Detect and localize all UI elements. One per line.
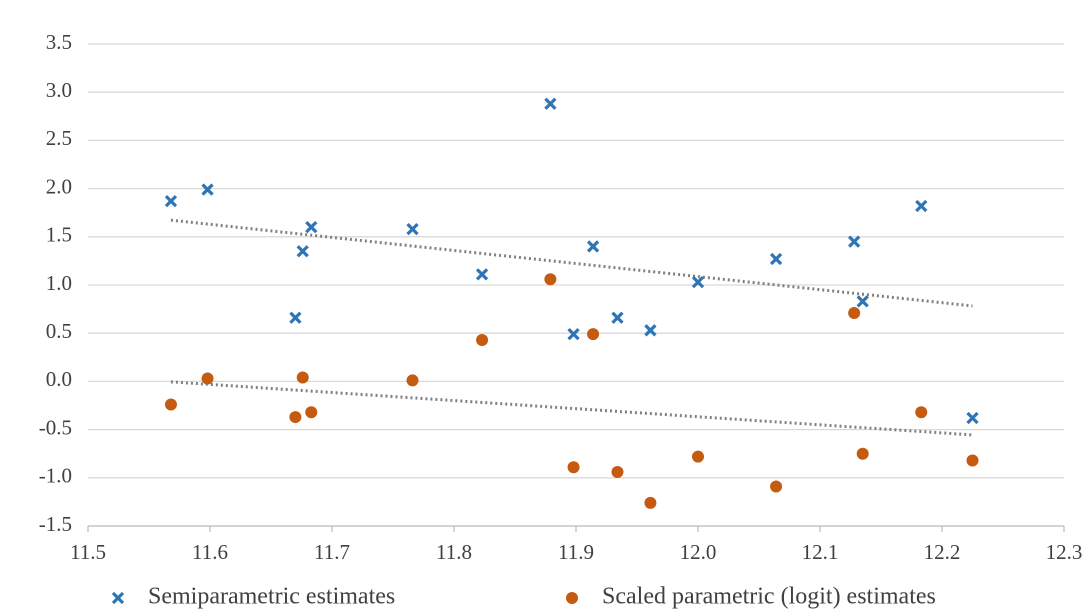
legend-label: Semiparametric estimates [148, 584, 395, 610]
legend-label: Scaled parametric (logit) estimates [602, 584, 936, 610]
legend-marker [111, 591, 125, 605]
y-tick-label: -1.0 [39, 464, 72, 488]
point [915, 406, 928, 419]
point [305, 221, 318, 234]
point [848, 306, 861, 319]
point [770, 480, 783, 493]
y-tick-label: -0.5 [39, 415, 72, 439]
point [644, 496, 657, 509]
point [201, 183, 214, 196]
x-tick-label: 11.6 [192, 540, 228, 564]
x-tick-label: 12.1 [802, 540, 839, 564]
y-tick-label: 1.0 [46, 271, 72, 295]
point [289, 411, 302, 424]
y-tick-label: 2.5 [46, 126, 72, 150]
point [856, 447, 869, 460]
point [966, 454, 979, 467]
point [305, 406, 318, 419]
y-tick-label: 2.0 [46, 174, 72, 198]
point [567, 461, 580, 474]
point [296, 371, 309, 384]
legend-marker [566, 592, 578, 604]
point [692, 450, 704, 463]
point [296, 245, 309, 258]
point [691, 275, 705, 289]
point [406, 222, 419, 236]
point [915, 199, 928, 213]
x-tick-label: 11.9 [558, 540, 594, 564]
point [856, 295, 869, 308]
x-tick-label: 11.5 [70, 540, 106, 564]
point [164, 398, 177, 411]
point [644, 324, 657, 337]
point [611, 466, 624, 479]
point [476, 333, 489, 346]
point [966, 411, 979, 425]
x-tick-label: 12.0 [680, 540, 717, 564]
y-tick-label: -1.5 [39, 512, 72, 536]
point [544, 273, 557, 286]
point [544, 97, 557, 110]
trendline [170, 218, 973, 308]
x-tick-label: 12.2 [924, 540, 961, 564]
point [164, 195, 178, 208]
point [567, 328, 580, 341]
point [289, 311, 302, 324]
point [201, 372, 214, 385]
y-tick-label: 0.5 [46, 319, 72, 343]
y-tick-label: 1.5 [46, 223, 72, 247]
point [769, 252, 783, 266]
x-tick-label: 11.8 [436, 540, 472, 564]
y-tick-label: 3.0 [46, 78, 72, 102]
y-tick-label: 0.0 [46, 367, 72, 391]
x-tick-label: 11.7 [314, 540, 350, 564]
point [586, 240, 600, 253]
point [587, 328, 600, 341]
point [848, 235, 861, 248]
point [406, 374, 419, 387]
y-tick-label: 3.5 [46, 30, 72, 54]
trendline [170, 380, 973, 437]
x-tick-label: 12.3 [1046, 540, 1083, 564]
point [475, 268, 489, 281]
point [611, 311, 624, 324]
